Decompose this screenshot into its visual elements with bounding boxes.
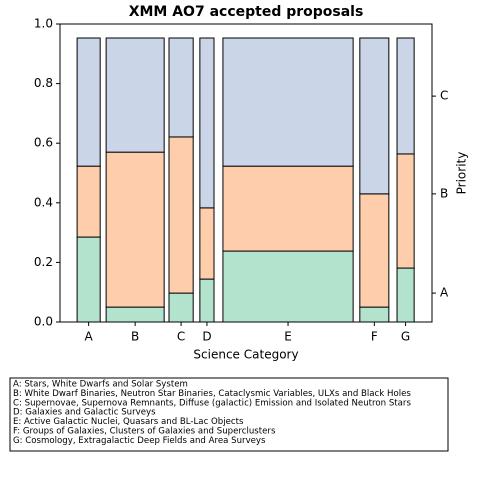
mosaic-tile	[199, 37, 215, 209]
mosaic-tile	[222, 37, 354, 167]
mosaic-tile	[105, 306, 165, 323]
plot-frame	[59, 23, 433, 323]
mosaic-tile	[359, 193, 390, 308]
legend-text: F: Groups of Galaxies, Clusters of Galax…	[13, 427, 276, 437]
legend-text: G: Cosmology, Extragalactic Deep Fields …	[13, 436, 266, 446]
legend-text: D: Galaxies and Galactic Surveys	[13, 408, 156, 418]
x-tick-label: C	[177, 330, 185, 344]
mosaic-tile	[359, 306, 390, 323]
x-tick-label: G	[401, 330, 410, 344]
x-tick-label: D	[202, 330, 211, 344]
mosaic-tile	[222, 165, 354, 252]
x-axis-label: Science Category	[193, 348, 298, 362]
chart-title: XMM AO7 accepted proposals	[129, 4, 364, 20]
mosaic-tile	[359, 37, 390, 195]
mosaic-tile	[76, 37, 101, 167]
mosaic-tile	[222, 250, 354, 323]
mosaic-tile	[76, 236, 101, 323]
x-tick-label: E	[284, 330, 292, 344]
y-tick-label: 0.8	[34, 76, 53, 90]
mosaic-tile	[76, 165, 101, 238]
legend-text: C: Supernovae, Supernova Remnants, Diffu…	[13, 398, 411, 408]
legend-text: E: Active Galactic Nuclei, Quasars and B…	[13, 417, 244, 427]
mosaic-tile	[396, 267, 415, 323]
y2-axis-label: Priority	[455, 152, 469, 195]
y2-tick-label: A	[440, 286, 449, 300]
mosaic-tile	[396, 153, 415, 269]
x-tick-label: F	[371, 330, 378, 344]
legend-text: B: White Dwarf Binaries, Neutron Star Bi…	[13, 389, 411, 399]
y2-tick-label: C	[440, 89, 448, 103]
y-tick-label: 0.4	[34, 195, 53, 209]
y-tick-label: 0.2	[34, 255, 53, 269]
legend-text: A: Stars, White Dwarfs and Solar System	[13, 380, 188, 390]
mosaic-tile	[199, 278, 215, 323]
mosaic-tile	[105, 37, 165, 153]
mosaic-tile	[168, 136, 194, 294]
y-tick-label: 0.6	[34, 136, 53, 150]
mosaic-tile	[199, 207, 215, 280]
y-tick-label: 1.0	[34, 17, 53, 31]
mosaic-tile	[105, 151, 165, 308]
x-tick-label: B	[131, 330, 139, 344]
y2-tick-label: B	[440, 186, 448, 200]
mosaic-tile	[168, 37, 194, 138]
x-tick-label: A	[85, 330, 94, 344]
mosaic-tile	[396, 37, 415, 155]
mosaic-tile	[168, 292, 194, 323]
y-tick-label: 0.0	[34, 315, 53, 329]
legend-box	[9, 377, 449, 452]
